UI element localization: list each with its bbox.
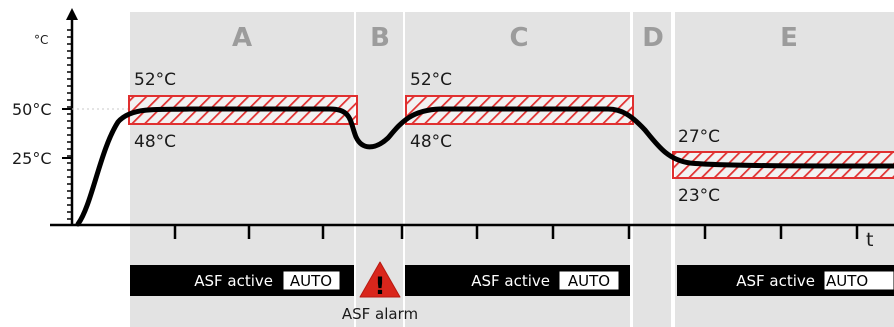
zone-label-c: C bbox=[509, 23, 528, 53]
status-bar-e-badge bbox=[823, 270, 894, 291]
status-bar-e-text: ASF active bbox=[736, 272, 815, 290]
y-axis-unit: °C bbox=[34, 33, 48, 47]
band-c-upper-label: 52°C bbox=[410, 70, 452, 90]
y-tick-label-25: 25°C bbox=[12, 149, 52, 168]
status-bar-c-text: ASF active bbox=[471, 272, 550, 290]
zone-label-d: D bbox=[642, 23, 664, 53]
alarm-label: ASF alarm bbox=[342, 305, 418, 323]
status-bar-a: ASF active AUTO bbox=[130, 265, 354, 296]
band-e-upper-label: 27°C bbox=[678, 127, 720, 147]
status-bar-c-badge-text: AUTO bbox=[568, 272, 610, 290]
status-bar-a-badge bbox=[282, 270, 341, 291]
status-bar-e-badge-text: AUTO bbox=[826, 272, 868, 290]
x-axis bbox=[50, 223, 894, 239]
y-axis bbox=[62, 8, 128, 226]
y-axis-arrow-icon bbox=[66, 8, 78, 20]
temperature-curve bbox=[75, 106, 894, 227]
zone-d-background bbox=[633, 12, 671, 327]
band-a-upper-label: 52°C bbox=[134, 70, 176, 90]
band-c-lower-label: 48°C bbox=[410, 132, 452, 152]
band-e-lower-label: 23°C bbox=[678, 186, 720, 206]
warning-triangle-icon bbox=[359, 261, 401, 298]
warning-exclamation: ! bbox=[375, 272, 386, 300]
status-bar-c: ASF active AUTO bbox=[405, 265, 630, 296]
y-tick-label-50: 50°C bbox=[12, 100, 52, 119]
status-bar-c-badge bbox=[558, 270, 620, 291]
status-bar-e: ASF active AUTO bbox=[677, 265, 894, 296]
status-bar-a-badge-text: AUTO bbox=[290, 272, 332, 290]
zone-label-b: B bbox=[370, 23, 390, 53]
status-bar-a-text: ASF active bbox=[194, 272, 273, 290]
zone-label-a: A bbox=[232, 23, 252, 53]
zone-label-e: E bbox=[780, 23, 798, 53]
x-axis-label: t bbox=[866, 229, 873, 251]
alarm-indicator: ! bbox=[359, 261, 401, 300]
band-a-lower-label: 48°C bbox=[134, 132, 176, 152]
